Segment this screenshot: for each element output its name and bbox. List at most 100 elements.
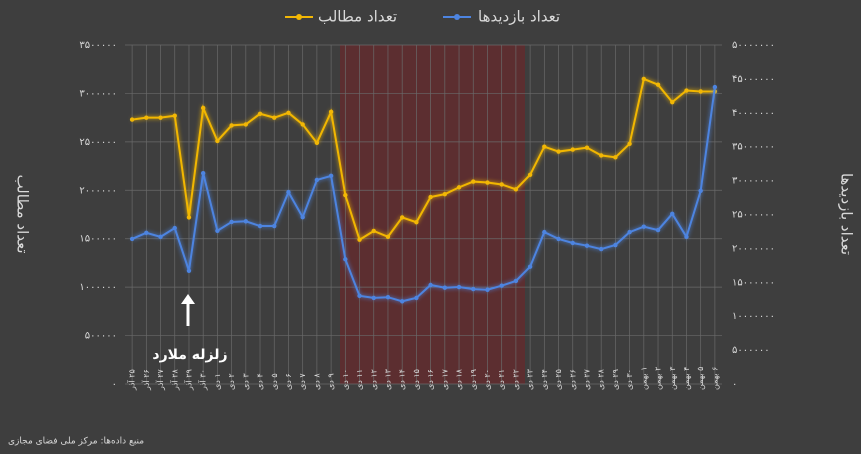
x-tick-label: ۲۹ دی — [611, 369, 620, 390]
x-tick-label: ۱۱ دی — [355, 369, 364, 390]
annotation: زلزله ملارد — [152, 347, 227, 363]
x-tick-label: ۳ بهمن — [668, 366, 677, 390]
data-point — [471, 179, 476, 184]
data-point — [556, 149, 561, 154]
data-point — [570, 240, 575, 246]
grid — [125, 44, 722, 385]
data-point — [257, 111, 263, 116]
data-point — [414, 295, 419, 301]
data-point — [129, 236, 135, 242]
data-point — [442, 285, 448, 290]
x-tick-label: ۱۴ دی — [398, 369, 407, 390]
data-point — [158, 115, 163, 120]
data-point — [129, 117, 135, 122]
data-point — [186, 215, 192, 220]
data-point — [527, 172, 533, 177]
data-point — [314, 177, 320, 183]
x-tick-label: ۲ دی — [227, 373, 236, 390]
x-tick-label: ۱۳ دی — [383, 368, 392, 390]
x-tick-label: ۲۲ دی — [511, 369, 520, 390]
y-tick-label: ۳۵۰۰۰۰۰ — [79, 40, 117, 51]
x-tick-label: ۱۰ دی — [341, 369, 350, 390]
x-tick-label: ۲۴ دی — [540, 369, 549, 390]
y2-tick-label: ۵۰۰۰۰۰۰۰ — [732, 40, 775, 51]
x-tick-label: ۲۰ دی — [483, 369, 492, 390]
x-tick-label: ۳ دی — [241, 373, 250, 390]
data-point — [215, 138, 220, 144]
data-point — [542, 229, 547, 235]
data-point — [371, 228, 376, 234]
data-point — [243, 122, 249, 127]
x-tick-label: ۷ دی — [298, 373, 307, 390]
y-tick-label: ۲۵۰۰۰۰۰ — [79, 137, 117, 148]
data-point — [399, 299, 405, 304]
x-tick-label: ۴ دی — [256, 373, 265, 390]
data-point — [641, 76, 647, 82]
data-point — [257, 223, 263, 229]
x-tick-label: ۹ دی — [327, 373, 336, 390]
x-tick-label: ۱ دی — [213, 373, 222, 390]
y-axis-title: تعداد مطالب — [14, 174, 32, 253]
data-point — [343, 192, 348, 198]
y2-tick-label: ۵۰۰۰۰۰۰ — [732, 345, 770, 356]
data-point — [613, 155, 618, 160]
y2-axis-title: تعداد بازدیدها — [838, 173, 856, 255]
data-point — [513, 278, 519, 284]
data-point — [215, 228, 220, 233]
series-line — [131, 86, 716, 303]
data-point — [584, 243, 590, 248]
data-point — [300, 122, 305, 127]
data-point — [698, 188, 703, 193]
data-point — [385, 234, 391, 239]
x-tick-label: ۶ دی — [284, 373, 293, 390]
data-point — [357, 237, 362, 242]
data-point — [670, 211, 675, 217]
y2-tick-label: ۱۵۰۰۰۰۰۰ — [732, 277, 775, 288]
data-point — [144, 115, 149, 120]
legend-label: تعداد بازدیدها — [478, 8, 560, 26]
x-tick-label: ۱۶ دی — [426, 369, 435, 390]
data-point — [485, 180, 490, 185]
data-point — [456, 185, 462, 190]
highlight-region — [340, 45, 525, 384]
x-tick-label: ۴ بهمن — [682, 367, 691, 390]
data-point — [286, 110, 291, 116]
x-tick-label: ۱۹ دی — [469, 369, 478, 390]
data-point — [272, 115, 277, 120]
data-point — [542, 144, 547, 149]
y2-tick-label: ۲۰۰۰۰۰۰۰ — [732, 243, 775, 254]
x-tick-label: ۲۶ آذر — [141, 369, 151, 391]
data-point — [200, 105, 206, 111]
x-tick-label: ۱ بهمن — [639, 367, 648, 390]
y-tick-label: ۱۵۰۰۰۰۰ — [79, 234, 117, 245]
data-point — [513, 187, 519, 192]
y-tick-label: ۲۰۰۰۰۰۰ — [79, 185, 117, 196]
data-point — [598, 246, 604, 252]
data-point — [172, 113, 177, 118]
data-point — [428, 282, 433, 288]
y2-tick-label: ۳۰۰۰۰۰۰۰ — [732, 176, 775, 187]
y2-tick-label: ۴۰۰۰۰۰۰۰ — [732, 108, 775, 119]
data-point — [229, 219, 234, 225]
data-point — [172, 225, 177, 231]
x-tick-label: ۱۸ دی — [455, 368, 464, 390]
x-tick-label: ۵ دی — [270, 373, 279, 390]
x-tick-label: ۲ بهمن — [654, 367, 663, 390]
y-tick-label: ۵۰۰۰۰۰ — [85, 331, 117, 342]
data-point — [399, 215, 405, 220]
y2-tick-label: ۱۰۰۰۰۰۰۰ — [732, 311, 775, 322]
data-point — [328, 109, 334, 115]
data-point — [442, 191, 448, 197]
data-point — [371, 295, 376, 301]
x-tick-label: ۲۸ آذر — [169, 369, 179, 392]
x-tick-label: ۳۰ آذر — [198, 369, 208, 391]
data-point — [343, 257, 348, 262]
x-tick-label: ۲۳ دی — [526, 368, 535, 390]
source-note: منبع داده‌ها: مرکز ملی فضای مجازی — [8, 437, 144, 447]
data-point — [385, 295, 391, 300]
data-point — [684, 234, 689, 240]
data-point — [556, 236, 561, 242]
data-point — [613, 242, 618, 248]
data-point — [229, 123, 234, 128]
data-point — [670, 99, 675, 105]
